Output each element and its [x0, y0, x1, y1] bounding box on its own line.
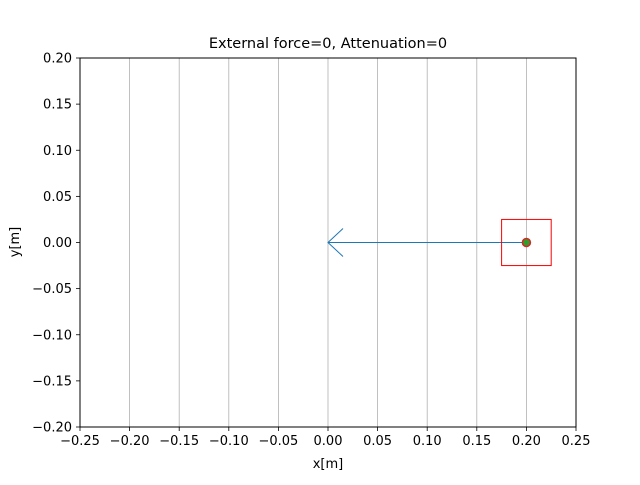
- y-axis-label: y[m]: [8, 227, 23, 258]
- x-tick-label: −0.25: [60, 434, 100, 449]
- x-tick-label: −0.10: [209, 434, 249, 449]
- y-tick-label: 0.05: [43, 190, 72, 205]
- mass-box: [501, 218, 552, 267]
- x-tick-label: 0.15: [462, 434, 491, 449]
- x-tick-label: 0.00: [314, 434, 343, 449]
- marks-layer: [327, 218, 552, 267]
- x-tick-label: 0.20: [512, 434, 541, 449]
- chart-title: External force=0, Attenuation=0: [209, 36, 447, 52]
- x-tick-label: 0.10: [413, 434, 442, 449]
- velocity-arrow-head: [327, 228, 344, 257]
- x-tick-label: 0.05: [363, 434, 392, 449]
- y-tick-label: −0.10: [32, 328, 72, 343]
- x-tick-label: −0.05: [258, 434, 298, 449]
- y-tick-label: −0.15: [32, 374, 72, 389]
- y-tick-label: 0.15: [43, 98, 72, 113]
- x-axis-label: x[m]: [313, 457, 344, 472]
- ticks-layer: −0.25 −0.20 −0.15 −0.10 −0.05 0.00 0.05 0.10 0.1…: [32, 52, 590, 450]
- x-tick-label: −0.20: [110, 434, 150, 449]
- y-tick-label: 0.10: [43, 144, 72, 159]
- y-tick-label: 0.00: [43, 236, 72, 251]
- y-tick-label: 0.20: [43, 52, 72, 67]
- x-tick-label: −0.15: [159, 434, 199, 449]
- x-tick-label: 0.25: [562, 434, 591, 449]
- y-tick-label: −0.20: [32, 421, 72, 436]
- y-tick-label: −0.05: [32, 282, 72, 297]
- mass-point: [521, 237, 532, 248]
